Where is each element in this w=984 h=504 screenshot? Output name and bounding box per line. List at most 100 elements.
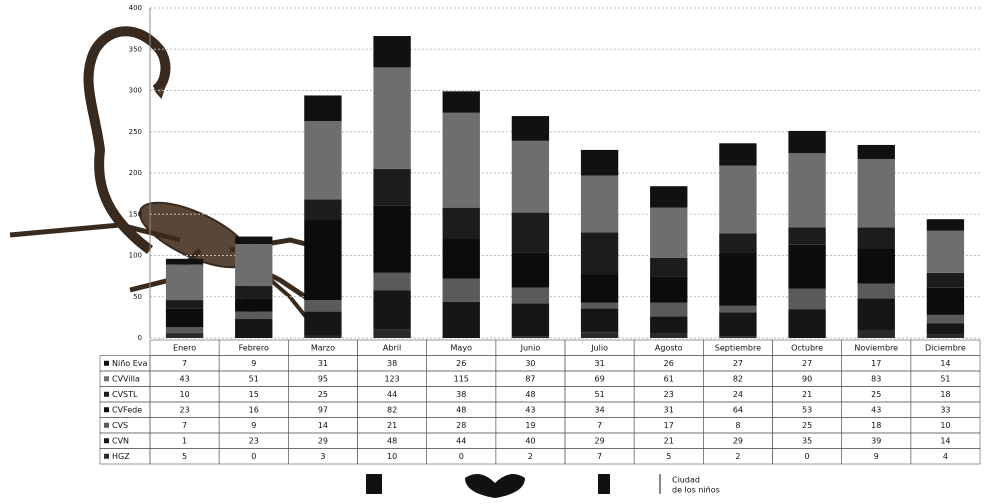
bar-segment xyxy=(857,248,895,284)
bar-segment xyxy=(926,287,965,315)
footer-logos: Ciudad de los niños xyxy=(366,474,720,498)
table-value: 21 xyxy=(802,390,812,399)
bar-segment xyxy=(373,272,411,291)
legend-swatch xyxy=(104,453,109,459)
table-value: 14 xyxy=(940,436,950,445)
table-value: 9 xyxy=(874,452,879,461)
x-tick-label: Noviembre xyxy=(854,343,898,352)
bar-segment xyxy=(857,330,895,338)
table-value: 3 xyxy=(320,452,325,461)
table-value: 14 xyxy=(940,359,950,368)
bar-segment xyxy=(926,230,965,273)
table-value: 18 xyxy=(871,421,881,430)
bar-segment xyxy=(304,311,342,336)
bar-segment xyxy=(511,303,550,337)
legend-swatch xyxy=(104,391,109,397)
bar-segment xyxy=(165,258,204,265)
bar-segment xyxy=(719,312,757,337)
bar-segment xyxy=(373,205,411,273)
bar-segment xyxy=(373,67,411,169)
table-value: 31 xyxy=(664,405,674,414)
bar-segment xyxy=(719,305,757,313)
table-value: 18 xyxy=(940,390,950,399)
x-tick-label: Diciembre xyxy=(925,343,966,352)
bar-segment xyxy=(373,290,411,330)
bar-segment xyxy=(857,227,895,249)
x-tick-label: Enero xyxy=(173,343,196,352)
table-value: 28 xyxy=(456,421,466,430)
bar-segment xyxy=(304,220,342,301)
table-value: 43 xyxy=(871,405,881,414)
bar-segment xyxy=(235,236,273,244)
table-value: 82 xyxy=(733,374,743,383)
table-value: 35 xyxy=(802,436,812,445)
bar-segment xyxy=(580,175,619,233)
bar-segment xyxy=(304,95,342,122)
bar-segment xyxy=(235,311,273,320)
footer-text: Ciudad xyxy=(672,476,700,485)
bar-segment xyxy=(719,143,757,166)
bar-segment xyxy=(650,257,688,277)
table-value: 10 xyxy=(940,421,950,430)
table-value: 34 xyxy=(594,405,604,414)
table-value: 27 xyxy=(733,359,743,368)
bar-segment xyxy=(926,272,965,288)
bar-segment xyxy=(442,239,480,279)
bar-segment xyxy=(650,333,688,338)
table-value: 29 xyxy=(318,436,328,445)
bar-segment xyxy=(580,274,619,303)
bar-segment xyxy=(511,252,550,288)
table-value: 83 xyxy=(871,374,881,383)
bar-segment xyxy=(304,121,342,200)
bar-segment xyxy=(373,329,411,338)
table-value: 19 xyxy=(525,421,535,430)
table-value: 38 xyxy=(456,390,466,399)
table-value: 64 xyxy=(733,405,743,414)
table-value: 17 xyxy=(664,421,674,430)
table-value: 7 xyxy=(182,421,187,430)
table-value: 15 xyxy=(249,390,259,399)
x-tick-label: Octubre xyxy=(791,343,823,352)
table-value: 43 xyxy=(179,374,189,383)
bar-segment xyxy=(788,244,826,289)
x-tick-label: Junio xyxy=(520,343,541,352)
table-value: 10 xyxy=(387,452,397,461)
bar-segment xyxy=(650,186,688,208)
bar-segment xyxy=(442,301,480,338)
bar-segment xyxy=(580,332,619,338)
table-value: 29 xyxy=(733,436,743,445)
table-value: 25 xyxy=(318,390,328,399)
table-value: 69 xyxy=(594,374,604,383)
bar-segment xyxy=(442,207,480,239)
y-tick-label: 0 xyxy=(138,334,142,342)
table-value: 26 xyxy=(664,359,674,368)
x-tick-label: Agosto xyxy=(655,343,683,352)
bar-segment xyxy=(650,302,688,317)
table-value: 31 xyxy=(594,359,604,368)
table-value: 9 xyxy=(251,421,256,430)
bar-segment xyxy=(165,333,204,338)
table-value: 51 xyxy=(249,374,259,383)
table-value: 51 xyxy=(594,390,604,399)
y-tick-label: 400 xyxy=(129,4,142,12)
table-value: 39 xyxy=(871,436,881,445)
bar-segment xyxy=(926,219,965,231)
bar-segment xyxy=(719,336,757,338)
y-tick-label: 150 xyxy=(129,210,142,218)
table-value: 40 xyxy=(525,436,535,445)
bar-segment xyxy=(857,298,895,331)
table-value: 44 xyxy=(456,436,466,445)
x-tick-label: Julio xyxy=(590,343,608,352)
table-value: 23 xyxy=(664,390,674,399)
table-value: 1 xyxy=(182,436,187,445)
legend-label: CVN xyxy=(112,436,129,445)
legend-label: CVSTL xyxy=(112,390,138,399)
bar-segment xyxy=(650,316,688,334)
bar-segment xyxy=(373,168,411,206)
bar-segment xyxy=(926,314,965,324)
x-tick-label: Septiembre xyxy=(715,343,761,352)
y-tick-label: 350 xyxy=(129,45,142,53)
table-value: 61 xyxy=(664,374,674,383)
bar-segment xyxy=(580,302,619,309)
